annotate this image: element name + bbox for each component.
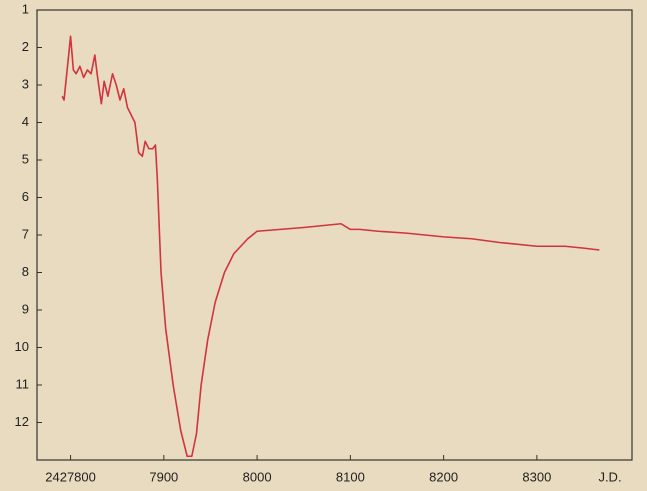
y-tick-label: 10 — [15, 339, 29, 354]
y-tick-label: 11 — [16, 376, 30, 391]
y-tick-label: 12 — [15, 414, 29, 429]
y-tick-label: 8 — [22, 264, 29, 279]
y-tick-label: 4 — [22, 114, 29, 129]
x-axis-label: J.D. — [598, 469, 621, 484]
x-tick-label: 8200 — [429, 469, 458, 484]
plot-frame — [36, 9, 633, 461]
x-tick-label: 2427800 — [45, 469, 96, 484]
x-tick-label: 7900 — [149, 469, 178, 484]
y-tick-label: 6 — [22, 189, 29, 204]
y-tick-label: 3 — [22, 76, 29, 91]
y-tick-label: 7 — [22, 226, 29, 241]
x-tick-label: 8300 — [522, 469, 551, 484]
y-tick-label: 2 — [22, 39, 29, 54]
x-tick-label: 8000 — [243, 469, 272, 484]
y-tick-label: 9 — [22, 301, 29, 316]
x-tick-label: 8100 — [336, 469, 365, 484]
y-tick-label: 5 — [22, 151, 29, 166]
y-tick-label: 1 — [22, 1, 29, 16]
light-curve — [61, 35, 600, 458]
